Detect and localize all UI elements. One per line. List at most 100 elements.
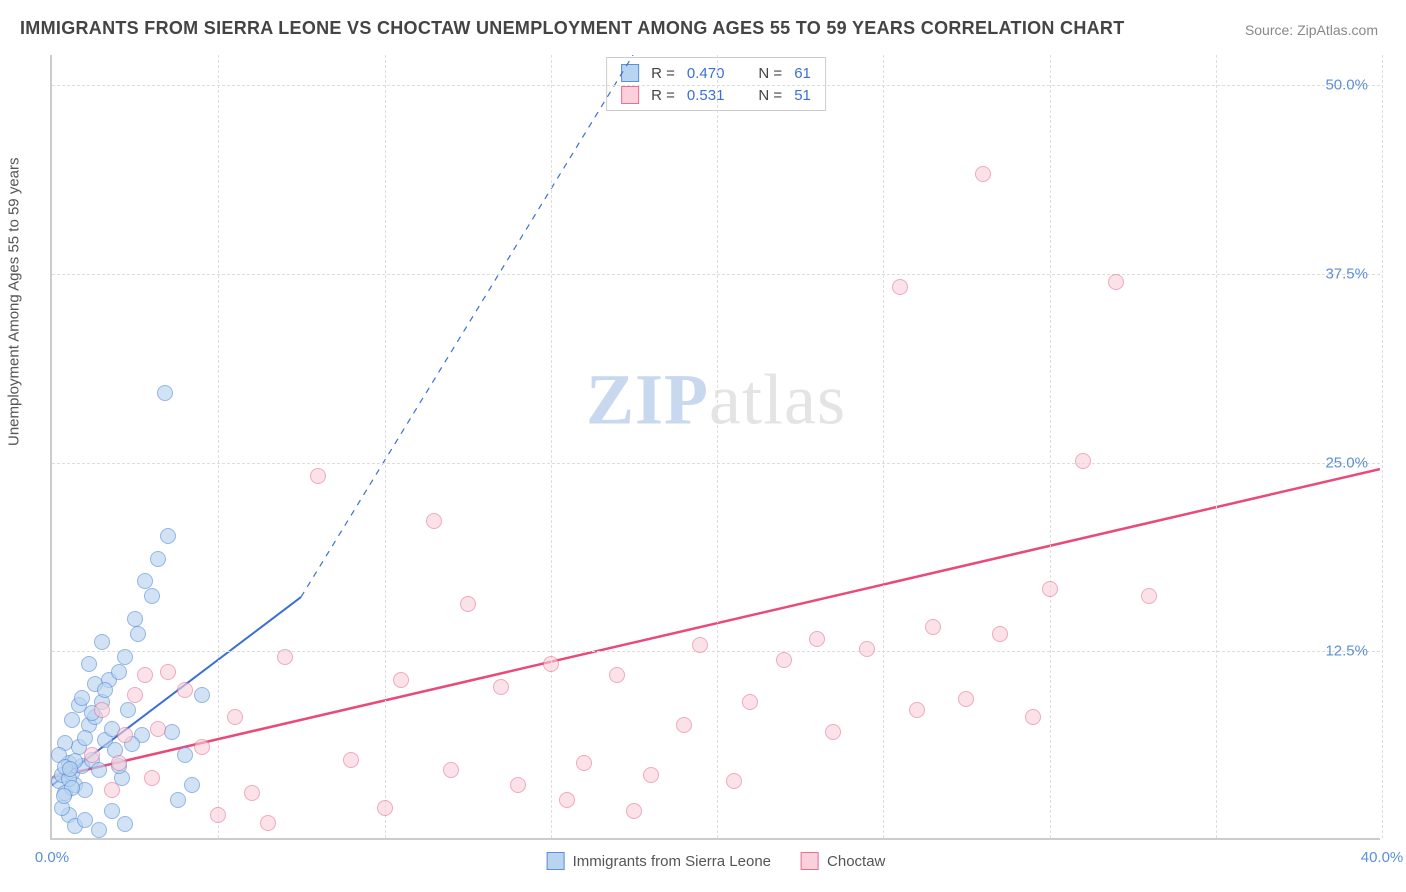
data-point	[184, 777, 200, 793]
data-point	[559, 792, 575, 808]
data-point	[117, 816, 133, 832]
trend-line-extrapolated	[301, 55, 633, 597]
x-tick-label: 40.0%	[1361, 849, 1404, 866]
legend-swatch	[547, 852, 565, 870]
data-point	[62, 761, 78, 777]
gridline-vertical	[1050, 55, 1051, 838]
data-point	[177, 747, 193, 763]
data-point	[1075, 453, 1091, 469]
data-point	[1025, 709, 1041, 725]
gridline-vertical	[551, 55, 552, 838]
data-point	[137, 573, 153, 589]
data-point	[393, 672, 409, 688]
data-point	[776, 652, 792, 668]
data-point	[81, 656, 97, 672]
data-point	[726, 773, 742, 789]
data-point	[975, 166, 991, 182]
n-label: N =	[758, 87, 782, 104]
data-point	[160, 664, 176, 680]
data-point	[909, 702, 925, 718]
chart-title: IMMIGRANTS FROM SIERRA LEONE VS CHOCTAW …	[20, 18, 1125, 39]
data-point	[227, 709, 243, 725]
data-point	[120, 702, 136, 718]
data-point	[676, 717, 692, 733]
r-value: 0.531	[687, 87, 725, 104]
watermark-logo: ZIPatlas	[586, 358, 846, 441]
data-point	[277, 649, 293, 665]
data-point	[74, 690, 90, 706]
y-axis-title: Unemployment Among Ages 55 to 59 years	[6, 157, 23, 446]
data-point	[104, 803, 120, 819]
data-point	[892, 279, 908, 295]
data-point	[1141, 588, 1157, 604]
gridline-vertical	[385, 55, 386, 838]
n-value: 51	[794, 87, 811, 104]
trend-line	[52, 469, 1380, 778]
data-point	[91, 762, 107, 778]
data-point	[609, 667, 625, 683]
data-point	[117, 727, 133, 743]
data-point	[809, 631, 825, 647]
data-point	[194, 739, 210, 755]
correlation-legend-row: R =0.470N =61	[621, 62, 811, 84]
data-point	[825, 724, 841, 740]
correlation-legend: R =0.470N =61R =0.531N =51	[606, 57, 826, 111]
data-point	[925, 619, 941, 635]
n-value: 61	[794, 65, 811, 82]
gridline-horizontal	[52, 274, 1380, 275]
data-point	[460, 596, 476, 612]
trend-lines-layer	[52, 55, 1380, 838]
data-point	[127, 687, 143, 703]
r-label: R =	[651, 87, 675, 104]
data-point	[244, 785, 260, 801]
data-point	[692, 637, 708, 653]
data-point	[859, 641, 875, 657]
x-tick-label: 0.0%	[35, 849, 69, 866]
data-point	[111, 755, 127, 771]
y-tick-label: 50.0%	[1325, 77, 1368, 94]
data-point	[97, 682, 113, 698]
data-point	[343, 752, 359, 768]
source-name: ZipAtlas.com	[1297, 22, 1378, 38]
y-tick-label: 25.0%	[1325, 454, 1368, 471]
data-point	[543, 656, 559, 672]
watermark-zip: ZIP	[586, 359, 709, 439]
data-point	[643, 767, 659, 783]
data-point	[1042, 581, 1058, 597]
data-point	[958, 691, 974, 707]
series-legend-item: Choctaw	[801, 852, 885, 870]
legend-swatch	[801, 852, 819, 870]
gridline-vertical	[1382, 55, 1383, 838]
data-point	[117, 649, 133, 665]
legend-swatch	[621, 64, 639, 82]
legend-swatch	[621, 86, 639, 104]
series-name: Immigrants from Sierra Leone	[573, 853, 771, 870]
data-point	[493, 679, 509, 695]
data-point	[137, 667, 153, 683]
data-point	[1108, 274, 1124, 290]
data-point	[111, 664, 127, 680]
data-point	[310, 468, 326, 484]
data-point	[510, 777, 526, 793]
n-label: N =	[758, 65, 782, 82]
data-point	[64, 712, 80, 728]
source-attribution: Source: ZipAtlas.com	[1245, 22, 1378, 38]
data-point	[210, 807, 226, 823]
correlation-legend-row: R = 0.531 N = 51	[621, 84, 811, 106]
gridline-vertical	[1216, 55, 1217, 838]
data-point	[94, 634, 110, 650]
data-point	[426, 513, 442, 529]
data-point	[94, 702, 110, 718]
data-point	[626, 803, 642, 819]
gridline-vertical	[883, 55, 884, 838]
gridline-vertical	[717, 55, 718, 838]
data-point	[377, 800, 393, 816]
data-point	[91, 822, 107, 838]
watermark-atlas: atlas	[709, 359, 846, 439]
data-point	[742, 694, 758, 710]
gridline-horizontal	[52, 85, 1380, 86]
data-point	[144, 770, 160, 786]
series-name: Choctaw	[827, 853, 885, 870]
data-point	[157, 385, 173, 401]
plot-area: ZIPatlas R =0.470N =61R =0.531N =51 Immi…	[50, 55, 1380, 840]
